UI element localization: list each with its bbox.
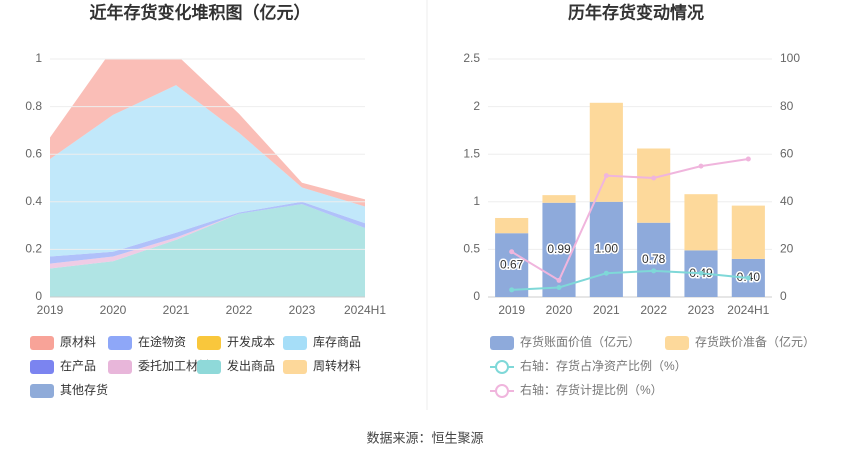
y-tick-label: 0.5: [463, 242, 480, 256]
legend-label: 在产品: [60, 359, 96, 373]
area: [50, 201, 365, 264]
legend-swatch: [30, 336, 54, 350]
point: [698, 163, 704, 169]
legend-label: 右轴：存货计提比例（%）: [520, 382, 663, 397]
area: [50, 204, 365, 297]
line: [511, 269, 749, 291]
y2-tick-label: 0: [780, 289, 787, 303]
x-tick-label: 2019: [37, 303, 64, 317]
area: [50, 59, 365, 207]
x-tick-label: 2020: [546, 303, 573, 317]
point: [509, 249, 515, 255]
y-tick-label: 1: [35, 51, 42, 65]
y-tick-label: 0: [473, 289, 480, 303]
legend-label: 存货跌价准备（亿元）: [695, 334, 815, 349]
x-tick-label: 2022: [640, 303, 667, 317]
legend-label: 委托加工材料: [138, 359, 210, 373]
legend-swatch: [283, 336, 307, 350]
point: [603, 173, 609, 179]
area: [50, 85, 365, 257]
y2-tick-label: 80: [780, 99, 794, 113]
data-label: 0.99: [547, 242, 571, 256]
x-tick-label: 2024H1: [727, 303, 769, 317]
point: [651, 268, 657, 274]
y2-tick-label: 100: [780, 51, 800, 65]
x-tick-label: 2020: [100, 303, 127, 317]
x-tick-label: 2022: [226, 303, 253, 317]
legend-label: 原材料: [60, 335, 96, 349]
y-tick-label: 0.6: [25, 146, 42, 160]
x-tick-label: 2021: [593, 303, 620, 317]
point: [745, 275, 751, 281]
y-tick-label: 0.4: [25, 194, 42, 208]
y2-tick-label: 60: [780, 146, 794, 160]
x-tick-label: 2024H1: [344, 303, 386, 317]
bar: [637, 148, 671, 223]
x-tick-label: 2023: [289, 303, 316, 317]
legend-label: 其他存货: [60, 382, 108, 397]
bar: [542, 195, 576, 203]
y-tick-label: 0.2: [25, 242, 42, 256]
chart-title: 历年存货变动情况: [568, 2, 704, 22]
bar: [495, 217, 529, 234]
legend-swatch: [108, 360, 132, 374]
chart-title: 近年存货变化堆积图（亿元）: [90, 2, 311, 22]
y-tick-label: 0: [35, 289, 42, 303]
point: [509, 287, 515, 293]
line: [511, 157, 749, 282]
bar: [589, 201, 623, 297]
legend-label: 存货账面价值（亿元）: [520, 334, 640, 349]
legend-swatch: [490, 336, 514, 350]
legend-label: 库存商品: [313, 334, 361, 349]
x-tick-label: 2019: [498, 303, 525, 317]
point: [556, 284, 562, 290]
legend-label: 发出商品: [227, 358, 275, 373]
legend-swatch: [30, 384, 54, 398]
y-tick-label: 0.8: [25, 99, 42, 113]
source: 数据来源：恒生聚源: [366, 430, 483, 445]
legend-label: 在途物资: [138, 334, 186, 349]
x-tick-label: 2021: [163, 303, 190, 317]
data-label: 0.67: [500, 257, 524, 271]
legend-label: 周转材料: [313, 358, 361, 373]
area: [50, 204, 365, 269]
data-label: 1.00: [595, 242, 619, 256]
legend-swatch: [108, 336, 132, 350]
y2-tick-label: 20: [780, 242, 794, 256]
legend-swatch: [30, 360, 54, 374]
legend-swatch: [197, 336, 221, 350]
point: [745, 156, 751, 162]
legend-swatch: [197, 360, 221, 374]
legend-label: 开发成本: [227, 334, 275, 349]
legend-swatch: [665, 336, 689, 350]
legend-swatch: [495, 384, 509, 398]
y2-tick-label: 40: [780, 194, 794, 208]
area-group: [50, 59, 365, 297]
point: [556, 277, 562, 283]
y-tick-label: 1: [473, 194, 480, 208]
data-label: 0.78: [642, 252, 666, 266]
legend-swatch: [495, 360, 509, 374]
y-tick-label: 2: [473, 99, 480, 113]
bar: [589, 102, 623, 202]
point: [698, 270, 704, 276]
y-tick-label: 2.5: [463, 51, 480, 65]
x-tick-label: 2023: [688, 303, 715, 317]
bar: [684, 194, 718, 251]
point: [651, 175, 657, 181]
bar: [637, 222, 671, 297]
bar: [731, 205, 765, 259]
legend-swatch: [283, 360, 307, 374]
legend-label: 右轴：存货占净资产比例（%）: [520, 358, 687, 373]
y-tick-label: 1.5: [463, 146, 480, 160]
point: [603, 270, 609, 276]
bar: [495, 233, 529, 297]
